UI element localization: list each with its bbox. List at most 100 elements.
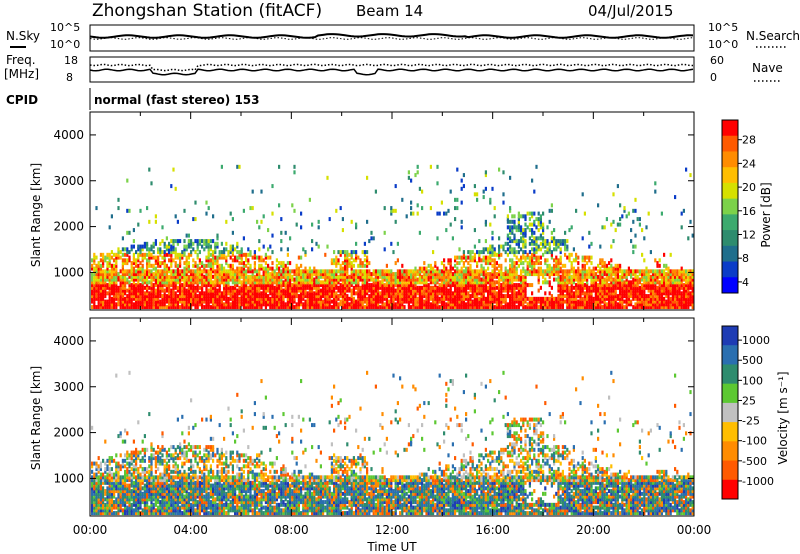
noise-tick-right-top: 10^5 — [708, 21, 738, 34]
power-cell — [350, 219, 353, 224]
power-cell — [249, 296, 252, 301]
power-cell — [163, 296, 166, 301]
power-cell — [636, 296, 639, 301]
power-cell — [608, 269, 611, 274]
power-cell — [473, 285, 476, 290]
power-cell — [201, 269, 204, 274]
power-cell — [267, 274, 270, 279]
velocity-cell — [95, 483, 98, 488]
power-cell — [119, 296, 122, 301]
power-cell — [669, 277, 672, 282]
power-cell — [251, 299, 254, 304]
power-cell — [187, 241, 190, 246]
power-cell — [575, 305, 578, 310]
power-cell — [559, 258, 562, 263]
power-cell — [493, 261, 496, 266]
power-cell — [350, 272, 353, 277]
power-cell — [469, 305, 472, 310]
power-cell — [293, 280, 296, 285]
power-cell — [555, 263, 558, 268]
power-cell — [680, 299, 683, 304]
power-cell — [295, 263, 298, 268]
power-cell — [201, 261, 204, 266]
power-cell — [665, 294, 668, 299]
power-cell — [511, 250, 514, 255]
power-cell — [253, 255, 256, 260]
power-cell — [361, 285, 364, 290]
power-cell — [234, 285, 237, 290]
power-cell — [405, 294, 408, 299]
power-cell — [106, 272, 109, 277]
power-cell — [636, 285, 639, 290]
power-cell — [520, 280, 523, 285]
power-cell — [513, 302, 516, 307]
power-cell — [102, 277, 105, 282]
power-cell — [113, 283, 116, 288]
power-cell — [572, 274, 575, 279]
power-cell — [601, 294, 604, 299]
power-cell — [245, 294, 248, 299]
power-cell — [170, 252, 173, 257]
power-cell — [324, 269, 327, 274]
velocity-cell — [93, 505, 96, 510]
power-cell — [148, 269, 151, 274]
power-cell — [119, 288, 122, 293]
power-cell — [192, 263, 195, 268]
power-cell — [374, 272, 377, 277]
power-cell — [687, 299, 690, 304]
power-cell — [150, 274, 153, 279]
power-cell — [335, 255, 338, 260]
power-cell — [680, 305, 683, 310]
power-cell — [559, 302, 562, 307]
power-cell — [691, 269, 694, 274]
power-cell — [522, 283, 525, 288]
power-cell — [297, 305, 300, 310]
power-cell — [348, 288, 351, 293]
power-cell — [487, 305, 490, 310]
power-cell — [509, 239, 512, 244]
power-cell — [385, 272, 388, 277]
power-cell — [150, 280, 153, 285]
power-cell — [278, 269, 281, 274]
power-cell — [95, 288, 98, 293]
power-cell — [658, 258, 661, 263]
power-cell — [203, 241, 206, 246]
velocity-cell — [106, 489, 109, 494]
power-cell — [432, 277, 435, 282]
power-cell — [517, 217, 520, 222]
power-cell — [597, 263, 600, 268]
power-cell — [539, 296, 542, 301]
power-cell — [520, 228, 523, 233]
power-cell — [443, 269, 446, 274]
power-cell — [99, 263, 102, 268]
power-cell — [174, 280, 177, 285]
power-cell — [533, 247, 536, 252]
power-cell — [242, 283, 245, 288]
power-cell — [245, 283, 248, 288]
power-cell — [172, 250, 175, 255]
power-cell — [304, 283, 307, 288]
power-cell — [522, 244, 525, 249]
power-cell — [586, 283, 589, 288]
power-cell — [216, 305, 219, 310]
power-cell — [577, 285, 580, 290]
power-cell — [214, 261, 217, 266]
power-cell — [456, 277, 459, 282]
power-cell — [506, 305, 509, 310]
power-cell — [183, 305, 186, 310]
power-cell — [174, 274, 177, 279]
power-cell — [220, 274, 223, 279]
power-cell — [663, 274, 666, 279]
power-cell — [656, 299, 659, 304]
power-cell — [148, 285, 151, 290]
freq-trace — [89, 68, 694, 76]
power-cell — [308, 296, 311, 301]
power-cell — [524, 214, 527, 219]
power-cell — [168, 274, 171, 279]
power-cell — [689, 277, 692, 282]
power-cell — [198, 302, 201, 307]
power-cell — [286, 280, 289, 285]
power-cell — [535, 164, 538, 169]
power-cell — [473, 184, 476, 189]
power-cell — [509, 263, 512, 268]
